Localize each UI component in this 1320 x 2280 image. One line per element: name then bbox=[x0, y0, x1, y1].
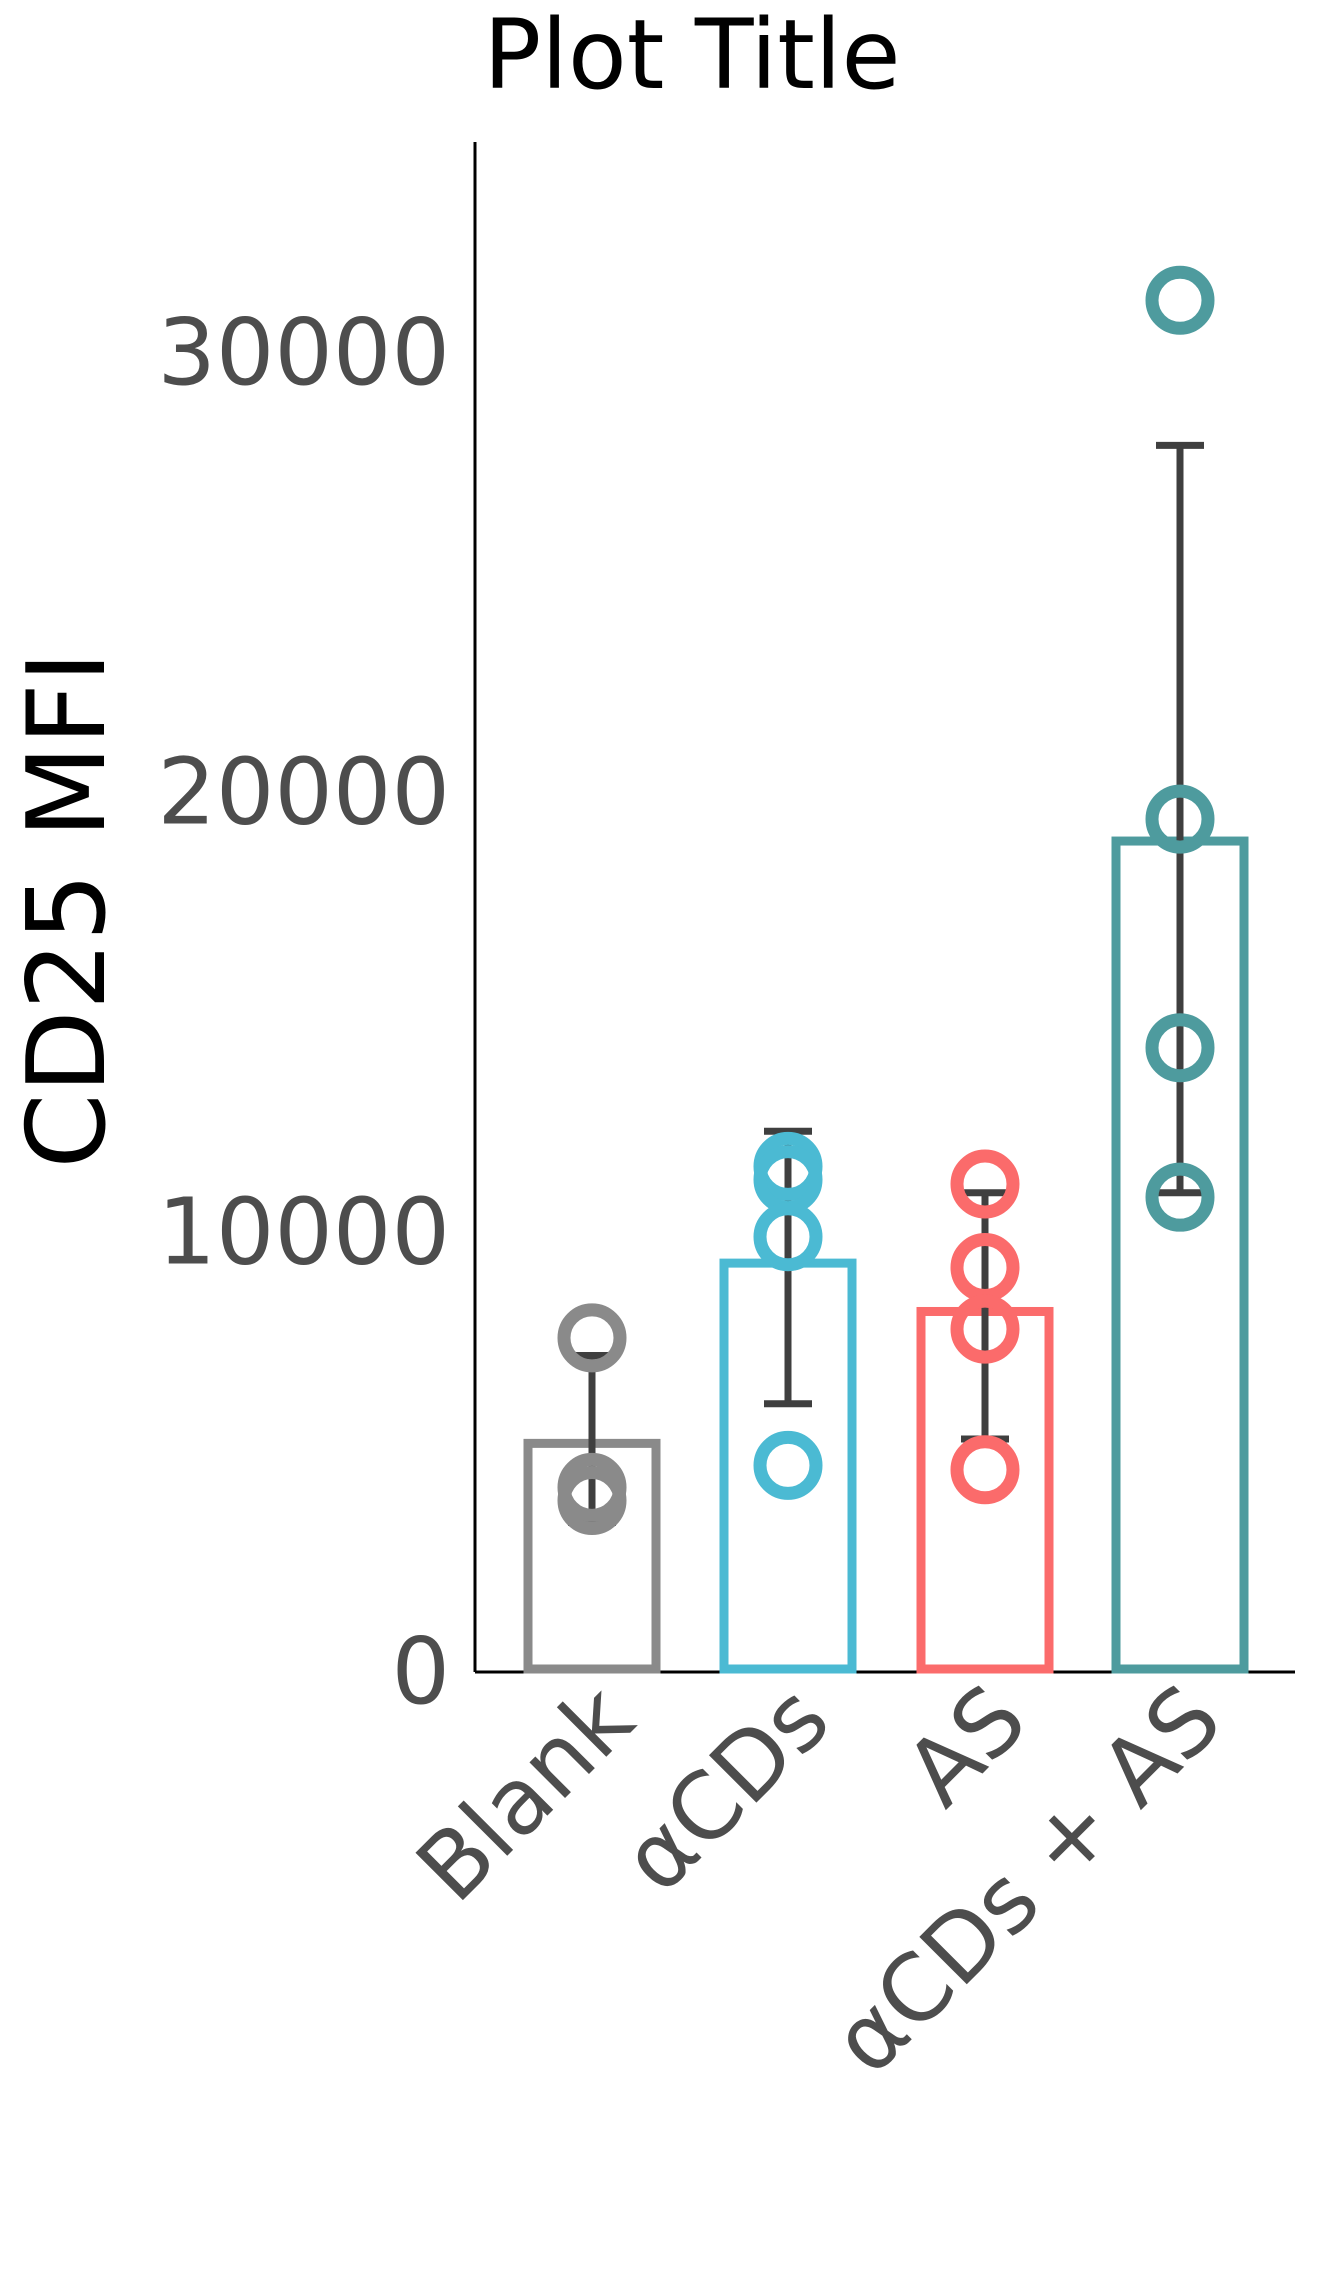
data-point bbox=[557, 1466, 627, 1536]
data-point bbox=[1145, 1162, 1215, 1232]
data-point bbox=[1145, 1013, 1215, 1083]
data-point bbox=[950, 1294, 1020, 1364]
data-point bbox=[557, 1303, 627, 1373]
data-point bbox=[950, 1435, 1020, 1505]
x-tick-label: AS bbox=[885, 1665, 1046, 1826]
data-point bbox=[1145, 265, 1215, 335]
y-tick-label: 30000 bbox=[157, 299, 450, 406]
plot-title: Plot Title bbox=[483, 0, 900, 111]
data-point bbox=[753, 1430, 823, 1500]
y-tick-label: 0 bbox=[391, 1618, 450, 1725]
x-tick-label: αCDs bbox=[602, 1665, 850, 1913]
data-point bbox=[753, 1202, 823, 1272]
y-tick-label: 20000 bbox=[157, 739, 450, 846]
data-point bbox=[1145, 784, 1215, 854]
y-tick-label: 10000 bbox=[157, 1178, 450, 1285]
data-point bbox=[950, 1149, 1020, 1219]
y-axis-label: CD25 MFI bbox=[5, 651, 130, 1168]
